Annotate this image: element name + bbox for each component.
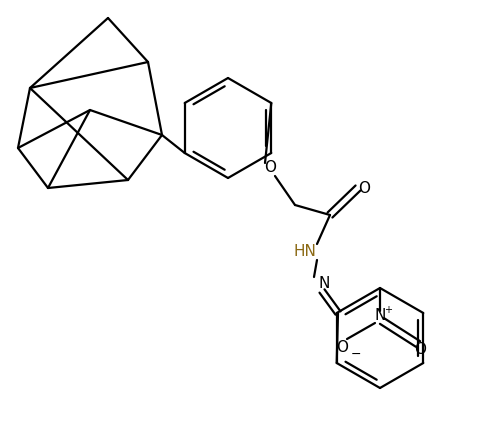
Text: N: N	[318, 276, 330, 291]
Text: −: −	[351, 348, 361, 360]
Text: O: O	[414, 342, 426, 357]
Text: O: O	[336, 341, 348, 356]
Text: HN: HN	[294, 244, 317, 259]
Text: O: O	[264, 160, 276, 175]
Text: O: O	[358, 181, 370, 196]
Text: +: +	[384, 305, 392, 315]
Text: N: N	[374, 309, 386, 324]
